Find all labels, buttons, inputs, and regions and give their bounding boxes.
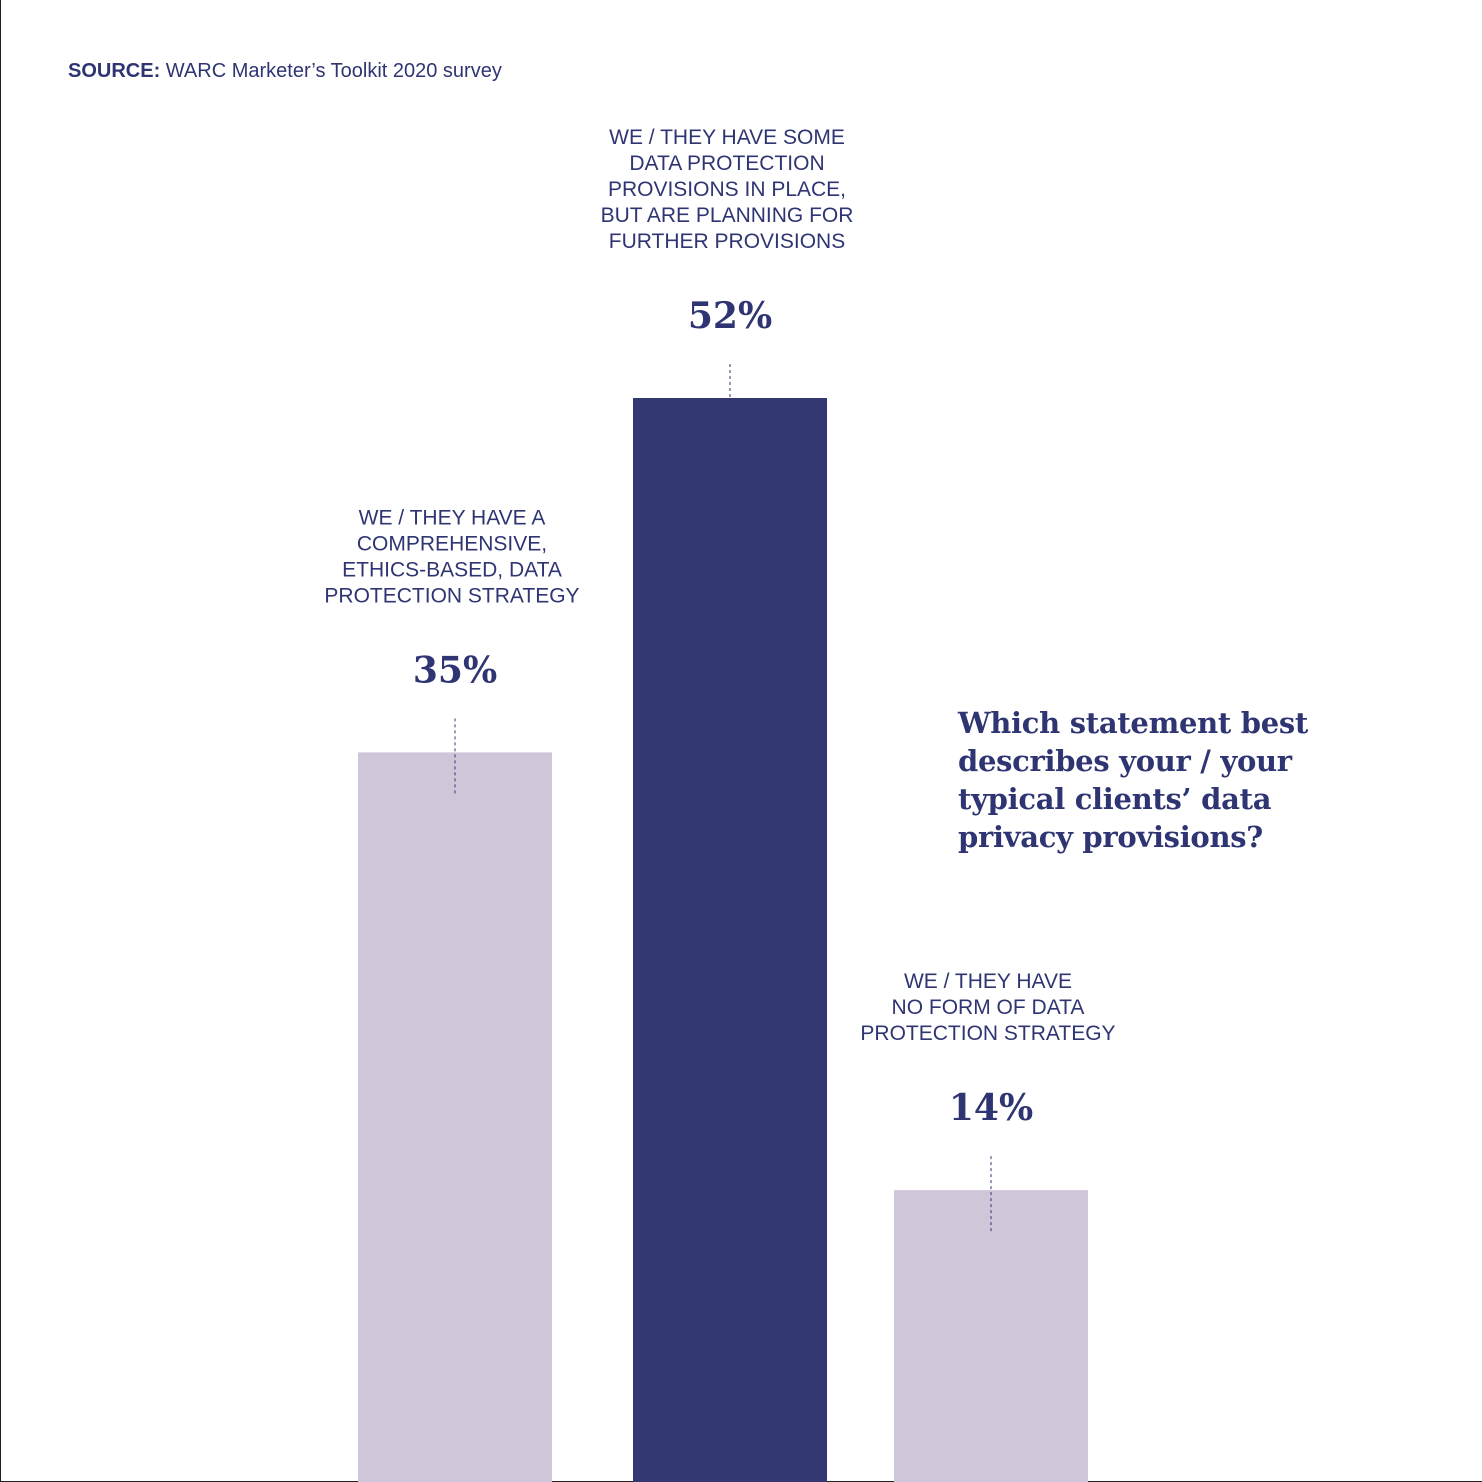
category-label-1: WE / THEY HAVE A COMPREHENSIVE, ETHICS-BAS… xyxy=(324,506,579,607)
source-label: SOURCE: xyxy=(68,60,161,82)
bar-3 xyxy=(894,1190,1088,1482)
source-text: WARC Marketer’s Toolkit 2020 survey xyxy=(165,60,502,82)
category-label-3: WE / THEY HAVE NO FORM OF DATA PROTECTION … xyxy=(860,970,1115,1045)
bar-2 xyxy=(633,398,827,1482)
value-label-1: 35% xyxy=(413,649,497,691)
chart-question: Which statement best describes your / yo… xyxy=(958,706,1309,854)
bar-1 xyxy=(358,752,552,1482)
value-label-3: 14% xyxy=(949,1087,1033,1129)
source-note: SOURCE: WARC Marketer’s Toolkit 2020 sur… xyxy=(68,60,502,83)
value-label-2: 52% xyxy=(688,295,772,337)
category-label-2: WE / THEY HAVE SOME DATA PROTECTION PROVIS… xyxy=(601,126,854,253)
